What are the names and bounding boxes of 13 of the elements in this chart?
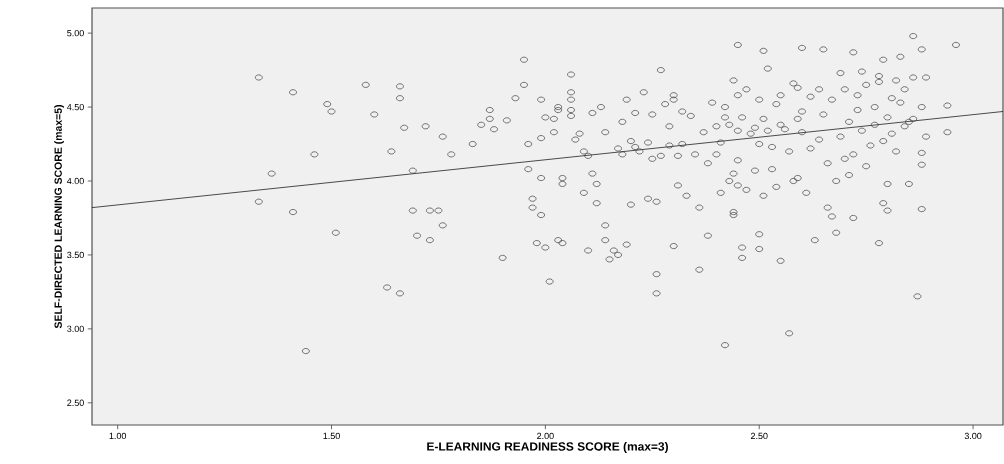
x-axis-title: E-LEARNING READINESS SCORE (max=3) xyxy=(427,441,668,454)
x-tick-label: 1.00 xyxy=(109,432,127,440)
x-tick-label: 1.50 xyxy=(323,432,340,440)
y-tick-label: 5.00 xyxy=(67,29,84,37)
y-tick-label: 4.50 xyxy=(66,103,84,111)
y-axis-title: SELF-DIRECTED LEARNING SCORE (max=5) xyxy=(54,105,64,329)
y-tick-label: 2.50 xyxy=(67,399,84,406)
x-tick-label: 3.00 xyxy=(964,432,982,440)
y-tick-label: 4.00 xyxy=(66,177,84,185)
y-tick-label: 3.50 xyxy=(67,251,84,259)
x-tick-label: 2.00 xyxy=(537,432,554,440)
x-tick-label: 2.50 xyxy=(750,432,768,440)
y-tick-label: 3.00 xyxy=(67,325,84,333)
